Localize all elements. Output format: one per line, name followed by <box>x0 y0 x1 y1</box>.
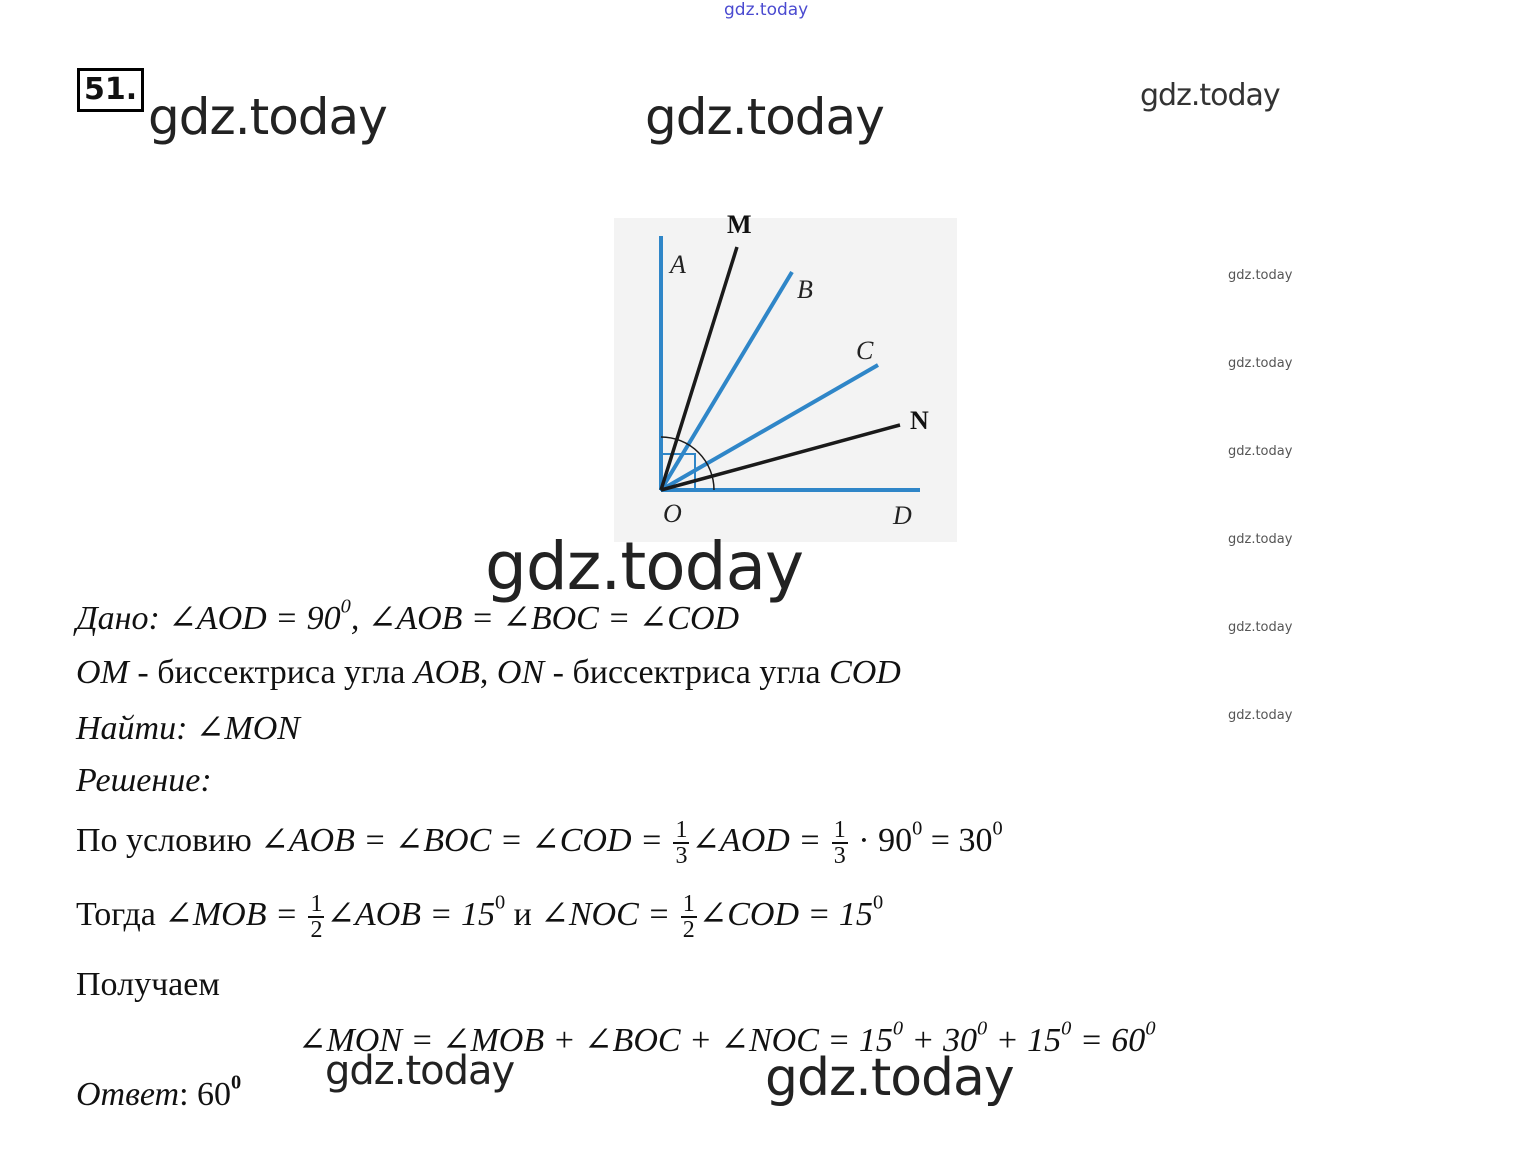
colon: : <box>179 1076 189 1113</box>
degree: 0 <box>872 891 884 914</box>
text: и <box>505 895 541 933</box>
numerator: 1 <box>680 891 697 918</box>
degree: 0 <box>992 817 1003 840</box>
answer-line: Ответ: 600 <box>76 1072 241 1114</box>
find-line: Найти: ∠MON <box>76 708 300 748</box>
degree: 0 <box>340 595 351 618</box>
expr: · 90 <box>849 821 913 859</box>
expr: ∠MOB = <box>164 895 307 933</box>
expr: + 15 <box>987 1022 1062 1059</box>
text: - биссектриса угла <box>128 654 414 691</box>
expr: = 30 <box>922 821 993 859</box>
denominator: 3 <box>833 843 846 869</box>
comma: , <box>479 654 497 691</box>
step-2: Тогда ∠MOB = 1 2 ∠AOB = 150 и ∠NOC = 1 2 ∠CO… <box>76 892 883 942</box>
om: OM <box>76 654 129 691</box>
watermark: gdz.today <box>1228 532 1293 547</box>
expr: ∠MON = ∠MOB + ∠BOC + ∠NOC = 15 <box>298 1022 893 1059</box>
diagram-background <box>614 218 957 542</box>
watermark: gdz.today <box>1228 444 1293 459</box>
expr: ∠COD = 15 <box>698 895 873 933</box>
degree: 0 <box>892 1017 904 1040</box>
label-a: A <box>668 250 686 279</box>
label-c: C <box>856 336 874 365</box>
numerator: 1 <box>831 817 848 844</box>
given-text-2: , ∠AOB = ∠BOC = ∠COD <box>350 600 740 637</box>
watermark: gdz.today <box>485 528 804 605</box>
label-d: D <box>892 501 912 530</box>
given-label: Дано <box>76 600 149 637</box>
expr: ∠AOB = ∠BOC = ∠COD = <box>260 821 672 859</box>
text: Тогда <box>76 895 165 933</box>
answer-value: 60 <box>188 1076 232 1113</box>
label-b: B <box>797 275 813 304</box>
expr: = 60 <box>1071 1022 1146 1059</box>
angle-arc <box>660 436 715 491</box>
solution-heading: Решение: <box>76 762 212 800</box>
watermark: gdz.today <box>1228 356 1293 371</box>
denominator: 2 <box>310 917 323 943</box>
text: По условию <box>76 821 261 859</box>
degree: 0 <box>912 817 923 840</box>
watermark: gdz.today <box>1228 268 1293 283</box>
find-label: Найти <box>76 710 177 747</box>
right-angle-mark <box>660 453 696 491</box>
label-m: M <box>727 210 752 239</box>
ray-oc <box>660 363 879 492</box>
step-1: По условию ∠AOB = ∠BOC = ∠COD = 1 3 ∠AOD =… <box>76 818 1003 868</box>
label-o: O <box>663 499 682 528</box>
numerator: 1 <box>673 817 690 844</box>
watermark: gdz.today <box>645 88 885 146</box>
watermark: gdz.today <box>1228 620 1293 635</box>
expr: ∠AOB = 15 <box>326 895 495 933</box>
final-equation: ∠MON = ∠MOB + ∠BOC + ∠NOC = 150 + 300 + … <box>298 1017 1156 1060</box>
denominator: 2 <box>682 917 695 943</box>
bisector-line: OM - биссектриса угла AOB, ON - биссектр… <box>76 654 901 692</box>
find-text: : ∠MON <box>176 710 300 747</box>
ray-on <box>660 423 901 492</box>
answer-label: Ответ <box>76 1076 180 1113</box>
watermark: gdz.today <box>765 1048 1015 1108</box>
text: - биссектриса угла <box>544 654 830 691</box>
cod: COD <box>829 654 901 691</box>
expr: ∠NOC = <box>540 895 679 933</box>
degree: 0 <box>1061 1017 1072 1040</box>
ray-om <box>659 246 739 491</box>
watermark: gdz.today <box>148 88 388 146</box>
denominator: 3 <box>675 843 688 869</box>
numerator: 1 <box>308 891 325 918</box>
on: ON <box>496 654 545 691</box>
expr: ∠AOD = <box>691 821 830 859</box>
solution-label: Решение <box>76 762 201 799</box>
watermark: gdz.today <box>325 1048 515 1094</box>
degree: 0 <box>494 891 506 914</box>
colon: : <box>200 762 212 799</box>
degree: 0 <box>1145 1017 1156 1040</box>
given-line: Дано: ∠AOD = 900, ∠AOB = ∠BOC = ∠COD <box>76 595 740 638</box>
problem-number: 51. <box>77 68 145 112</box>
degree: 0 <box>231 1071 242 1094</box>
watermark: gdz.today <box>1228 708 1293 723</box>
watermark: gdz.today <box>1140 78 1281 113</box>
step-3: Получаем <box>76 966 220 1003</box>
aob: AOB <box>413 654 480 691</box>
degree: 0 <box>977 1017 988 1040</box>
given-text: : ∠AOD = 90 <box>148 600 341 637</box>
label-n: N <box>910 406 929 435</box>
watermark-top: gdz.today <box>724 0 809 20</box>
expr: + 30 <box>903 1022 977 1059</box>
